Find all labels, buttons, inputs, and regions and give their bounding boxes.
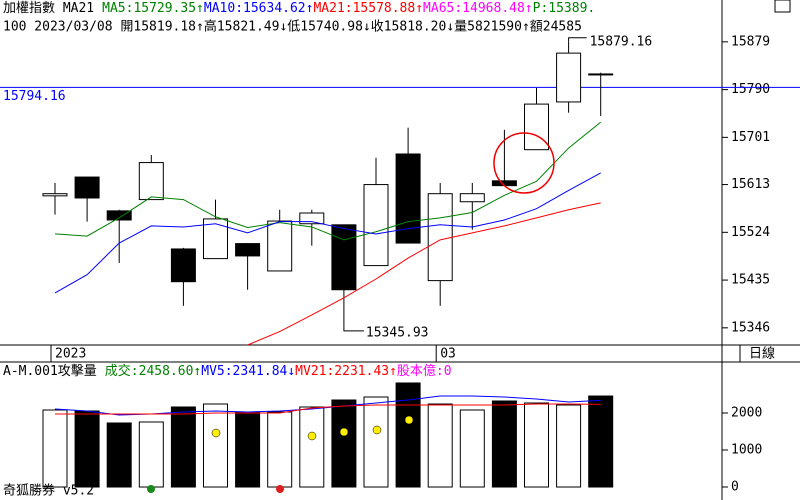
subheader: 100 2023/03/08 開15819.18↑高15821.49↓低1574… <box>3 19 582 35</box>
x-tick-label: 2023 <box>55 347 86 362</box>
window-box[interactable] <box>774 0 791 13</box>
header-segment: MA10:15634.62↑ <box>204 1 314 16</box>
ma-line <box>247 202 601 346</box>
candle-body <box>74 176 100 199</box>
header-segment: A-M.001攻擊量 <box>3 363 97 379</box>
signal-dot <box>307 431 317 441</box>
volume-bar <box>524 402 549 488</box>
candle-body <box>363 184 389 267</box>
y-tick-label: 1000 <box>731 443 762 458</box>
ma-line <box>54 172 601 294</box>
volume-bar <box>138 421 164 488</box>
header-segment: P:15389. <box>533 1 596 16</box>
y-tick-label: 2000 <box>731 405 762 420</box>
annotation-leader <box>568 37 587 42</box>
candle-body <box>235 243 261 257</box>
volume-bar <box>459 409 485 488</box>
y-tick-label: 15524 <box>731 225 770 240</box>
signal-dot <box>372 425 382 435</box>
candle-body <box>427 193 453 282</box>
volume-bar <box>556 404 582 488</box>
header-line: A-M.001攻擊量 成交:2458.60↑MV5:2341.84↓MV21:22… <box>3 363 452 379</box>
header-segment: MA65:14968.48↑ <box>423 1 533 16</box>
header-segment: MV5:2341.84↓ <box>201 364 295 379</box>
volume-bar <box>74 410 100 488</box>
volume-bar <box>203 403 228 488</box>
volume-bar <box>42 409 68 488</box>
volume-bar <box>331 399 357 488</box>
high-annotation: 15879.16 <box>590 34 653 49</box>
header-segment: MA5:15729.35↑ <box>102 1 204 16</box>
signal-dot <box>211 428 221 438</box>
volume-bar <box>170 406 196 488</box>
header-segment: 股本億:0 <box>397 363 452 379</box>
signal-dots <box>147 415 414 493</box>
candle-body <box>106 210 132 221</box>
header-line: 加權指數 MA21 MA5:15729.35↑MA10:15634.62↑MA21… <box>3 1 595 16</box>
candle-body <box>524 103 549 151</box>
candle-body <box>42 193 68 197</box>
y-tick-label: 15613 <box>731 177 770 192</box>
low-annotation: 15345.93 <box>366 325 429 340</box>
reference-label: 15794.16 <box>3 89 66 104</box>
volume-bar <box>491 400 517 488</box>
header-segment: 加權指數 MA21 <box>3 1 94 16</box>
volume-bar <box>106 422 132 488</box>
signal-dot <box>339 427 349 437</box>
candle-body <box>138 162 164 201</box>
candle-body <box>588 73 614 76</box>
header-segment: 成交:2458.60↑ <box>105 363 201 379</box>
annotation-leader <box>343 327 364 332</box>
header-segment: MA21:15578.88↑ <box>313 1 423 16</box>
y-tick-label: 0 <box>731 480 739 495</box>
candle-body <box>331 224 357 291</box>
candle-body <box>170 248 196 283</box>
volume-bar <box>427 403 453 488</box>
volume-bar <box>299 406 325 488</box>
header-segment: MV21:2231.43↑ <box>295 364 397 379</box>
y-tick-label: 15879 <box>731 34 770 49</box>
signal-dot <box>276 485 284 493</box>
highlight-circle <box>493 132 555 194</box>
volume-bar <box>363 396 389 488</box>
candle-body <box>267 220 293 272</box>
y-tick-label: 15435 <box>731 273 770 288</box>
y-tick-label: 15790 <box>731 82 770 97</box>
volume-bar <box>588 395 614 488</box>
candle-body <box>299 212 325 225</box>
volume-bar <box>235 411 261 488</box>
period-label: 日線 <box>749 346 775 362</box>
x-tick-label: 03 <box>440 347 456 362</box>
footer: 奇狐勝券 v5.2 <box>3 483 94 499</box>
candle-body <box>556 52 582 103</box>
signal-dot <box>147 485 155 493</box>
ma-line <box>54 121 602 241</box>
y-tick-label: 15346 <box>731 320 770 335</box>
signal-dot <box>404 415 414 425</box>
volume-bar <box>267 411 293 488</box>
ma-line <box>55 403 601 415</box>
candle-body <box>459 193 485 203</box>
y-tick-label: 15701 <box>731 130 770 145</box>
